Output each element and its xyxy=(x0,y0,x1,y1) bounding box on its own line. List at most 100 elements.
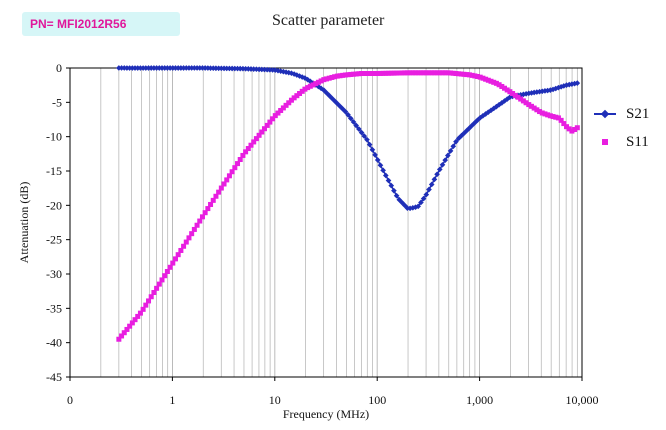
data-point xyxy=(297,90,303,96)
data-point xyxy=(572,127,578,133)
data-point xyxy=(399,70,405,76)
data-point xyxy=(466,72,472,78)
data-point xyxy=(566,126,572,132)
data-point xyxy=(483,76,489,82)
data-point xyxy=(272,113,278,119)
data-point xyxy=(545,112,551,118)
data-point xyxy=(270,116,276,122)
data-point xyxy=(342,72,348,78)
data-point xyxy=(386,70,392,76)
data-point xyxy=(121,330,127,336)
data-point xyxy=(129,320,135,326)
data-point xyxy=(410,70,416,76)
data-point xyxy=(423,70,429,76)
data-point xyxy=(445,152,451,159)
series-group xyxy=(116,65,581,342)
data-point xyxy=(275,110,281,116)
data-point xyxy=(240,152,246,158)
data-point xyxy=(383,70,389,76)
data-point xyxy=(364,136,370,143)
data-point xyxy=(350,71,356,77)
data-point xyxy=(178,247,184,253)
x-axis-label: Frequency (MHz) xyxy=(283,407,369,421)
data-point xyxy=(307,83,313,89)
data-point xyxy=(391,70,397,76)
data-point xyxy=(528,103,534,109)
plot-area xyxy=(69,67,583,378)
data-point xyxy=(558,117,564,123)
data-point xyxy=(531,105,537,111)
y-tick-label: -45 xyxy=(46,370,62,384)
data-point xyxy=(428,181,435,188)
data-point xyxy=(375,70,381,76)
diamond-marker-icon xyxy=(600,109,610,119)
x-tick-label: 100 xyxy=(368,393,386,407)
x-tick-label: 1 xyxy=(169,393,175,407)
data-point xyxy=(445,70,451,76)
legend-label-s11: S11 xyxy=(626,133,649,150)
data-point xyxy=(288,97,294,103)
data-point xyxy=(382,172,389,179)
data-point xyxy=(208,201,214,207)
data-point xyxy=(235,161,241,167)
data-point xyxy=(278,107,284,113)
data-point xyxy=(356,71,362,77)
y-tick-label: -30 xyxy=(46,267,62,281)
data-point xyxy=(469,72,475,78)
legend-swatch-s11 xyxy=(592,136,618,148)
data-point xyxy=(116,336,122,342)
data-point xyxy=(345,112,351,118)
square-marker-icon xyxy=(602,139,608,145)
data-point xyxy=(356,126,362,132)
data-point xyxy=(229,169,235,175)
y-tick-label: -35 xyxy=(46,301,62,315)
data-point xyxy=(127,323,133,329)
data-point xyxy=(194,222,200,228)
data-point xyxy=(421,70,427,76)
data-point xyxy=(197,218,203,224)
data-point xyxy=(218,185,224,191)
data-point xyxy=(172,256,178,262)
data-point xyxy=(553,114,559,120)
data-point xyxy=(154,285,160,291)
data-point xyxy=(496,82,502,88)
data-point xyxy=(162,273,168,279)
data-point xyxy=(407,70,413,76)
x-tick-label: 1,000 xyxy=(466,393,493,407)
data-point xyxy=(502,85,508,91)
data-point xyxy=(453,71,459,77)
data-point xyxy=(418,70,424,76)
data-point xyxy=(442,157,449,163)
data-point xyxy=(388,70,394,76)
data-point xyxy=(507,89,513,95)
data-point xyxy=(520,98,526,104)
data-point xyxy=(245,146,251,152)
data-point xyxy=(124,326,130,332)
data-point xyxy=(461,71,467,77)
data-point xyxy=(380,70,386,76)
data-point xyxy=(256,132,262,138)
data-point xyxy=(340,72,346,78)
data-point xyxy=(431,176,438,183)
data-point xyxy=(450,70,456,76)
data-point xyxy=(305,85,311,91)
data-point xyxy=(140,306,146,312)
data-point xyxy=(264,122,270,128)
data-point xyxy=(135,313,141,319)
data-point xyxy=(561,121,567,127)
legend: S21 S11 xyxy=(592,100,649,156)
data-point xyxy=(480,75,486,81)
data-point xyxy=(137,310,143,316)
data-point xyxy=(493,80,499,86)
data-point xyxy=(243,149,249,155)
y-tick-label: -5 xyxy=(52,95,62,109)
x-tick-label: 10 xyxy=(269,393,281,407)
data-point xyxy=(510,91,516,97)
data-point xyxy=(216,189,222,195)
data-point xyxy=(353,71,359,77)
data-point xyxy=(564,124,570,130)
data-point xyxy=(283,102,289,108)
data-point xyxy=(364,70,370,76)
data-point xyxy=(318,78,324,84)
series-s11 xyxy=(116,70,580,342)
